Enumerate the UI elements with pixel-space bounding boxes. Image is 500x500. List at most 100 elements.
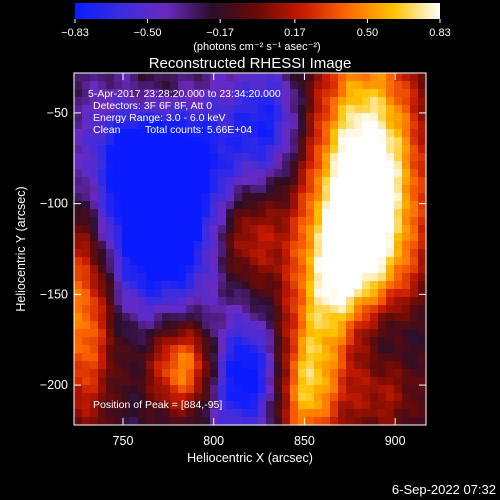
heatmap-cell (282, 217, 291, 226)
heatmap-cell (154, 305, 163, 314)
heatmap-cell (226, 305, 235, 314)
heatmap-cell (322, 193, 331, 202)
heatmap-cell (290, 345, 299, 354)
heatmap-cell (330, 97, 339, 106)
y-tick-label: −100 (40, 197, 68, 211)
heatmap-cell (418, 209, 427, 218)
heatmap-cell (178, 361, 187, 370)
heatmap-cell (362, 233, 371, 242)
heatmap-cell (330, 281, 339, 290)
heatmap-cell (138, 153, 147, 162)
heatmap-cell (258, 225, 267, 234)
heatmap-cell (194, 233, 203, 242)
heatmap-cell (394, 377, 403, 386)
heatmap-cell (258, 321, 267, 330)
heatmap-cell (306, 297, 315, 306)
heatmap-cell (266, 209, 275, 218)
heatmap-cell (170, 201, 179, 210)
heatmap-cell (210, 137, 219, 146)
heatmap-cell (402, 249, 411, 258)
heatmap-cell (322, 321, 331, 330)
heatmap-cell (130, 153, 139, 162)
heatmap-cell (74, 73, 83, 82)
heatmap-cell (218, 169, 227, 178)
heatmap-cell (402, 337, 411, 346)
heatmap-cell (154, 97, 163, 106)
heatmap-cell (298, 177, 307, 186)
heatmap-cell (98, 417, 107, 426)
heatmap-cell (146, 169, 155, 178)
heatmap-cell (290, 169, 299, 178)
heatmap-cell (322, 329, 331, 338)
heatmap-cell (106, 153, 115, 162)
heatmap-cell (74, 361, 83, 370)
heatmap-cell (90, 73, 99, 82)
heatmap-cell (410, 153, 419, 162)
heatmap-cell (418, 201, 427, 210)
heatmap-cell (322, 177, 331, 186)
heatmap-cell (266, 121, 275, 130)
heatmap-cell (258, 217, 267, 226)
heatmap-cell (154, 353, 163, 362)
heatmap-cell (178, 193, 187, 202)
heatmap-cell (226, 129, 235, 138)
heatmap-cell (338, 409, 347, 418)
heatmap-cell (250, 241, 259, 250)
heatmap-cell (250, 225, 259, 234)
heatmap-cell (410, 393, 419, 402)
heatmap-cell (370, 193, 379, 202)
heatmap-cell (378, 113, 387, 122)
heatmap-cell (226, 321, 235, 330)
heatmap-cell (82, 297, 91, 306)
heatmap-cell (258, 313, 267, 322)
heatmap-cell (314, 265, 323, 274)
heatmap-cell (418, 329, 427, 338)
heatmap-cell (74, 97, 83, 106)
heatmap-cell (298, 145, 307, 154)
heatmap-cell (338, 241, 347, 250)
heatmap-cell (234, 201, 243, 210)
heatmap-cell (210, 121, 219, 130)
heatmap-cell (290, 289, 299, 298)
heatmap-cell (346, 193, 355, 202)
heatmap-cell (378, 337, 387, 346)
heatmap-cell (186, 409, 195, 418)
heatmap-cell (74, 377, 83, 386)
heatmap-cell (338, 177, 347, 186)
heatmap-cell (194, 129, 203, 138)
heatmap-cell (410, 321, 419, 330)
heatmap-cell (314, 201, 323, 210)
heatmap-cell (154, 193, 163, 202)
heatmap-cell (314, 241, 323, 250)
heatmap-cell (370, 289, 379, 298)
heatmap-cell (394, 417, 403, 426)
heatmap-cell (242, 225, 251, 234)
heatmap-cell (330, 249, 339, 258)
heatmap-cell (202, 361, 211, 370)
heatmap-cell (218, 97, 227, 106)
heatmap-cell (266, 289, 275, 298)
heatmap-cell (378, 361, 387, 370)
heatmap-cell (370, 145, 379, 154)
heatmap-cell (386, 97, 395, 106)
heatmap-cell (122, 273, 131, 282)
heatmap-cell (82, 177, 91, 186)
heatmap-cell (386, 89, 395, 98)
heatmap-cell (218, 281, 227, 290)
heatmap-cell (306, 257, 315, 266)
heatmap-cell (402, 137, 411, 146)
heatmap-cell (154, 233, 163, 242)
heatmap-cell (202, 217, 211, 226)
heatmap-cell (274, 113, 283, 122)
heatmap-cell (202, 417, 211, 426)
heatmap-cell (362, 185, 371, 194)
heatmap-cell (330, 273, 339, 282)
heatmap-cell (138, 201, 147, 210)
heatmap-cell (98, 201, 107, 210)
heatmap-cell (258, 401, 267, 410)
heatmap-cell (290, 145, 299, 154)
heatmap-cell (386, 401, 395, 410)
heatmap-cell (306, 193, 315, 202)
heatmap-cell (274, 177, 283, 186)
heatmap-cell (386, 121, 395, 130)
